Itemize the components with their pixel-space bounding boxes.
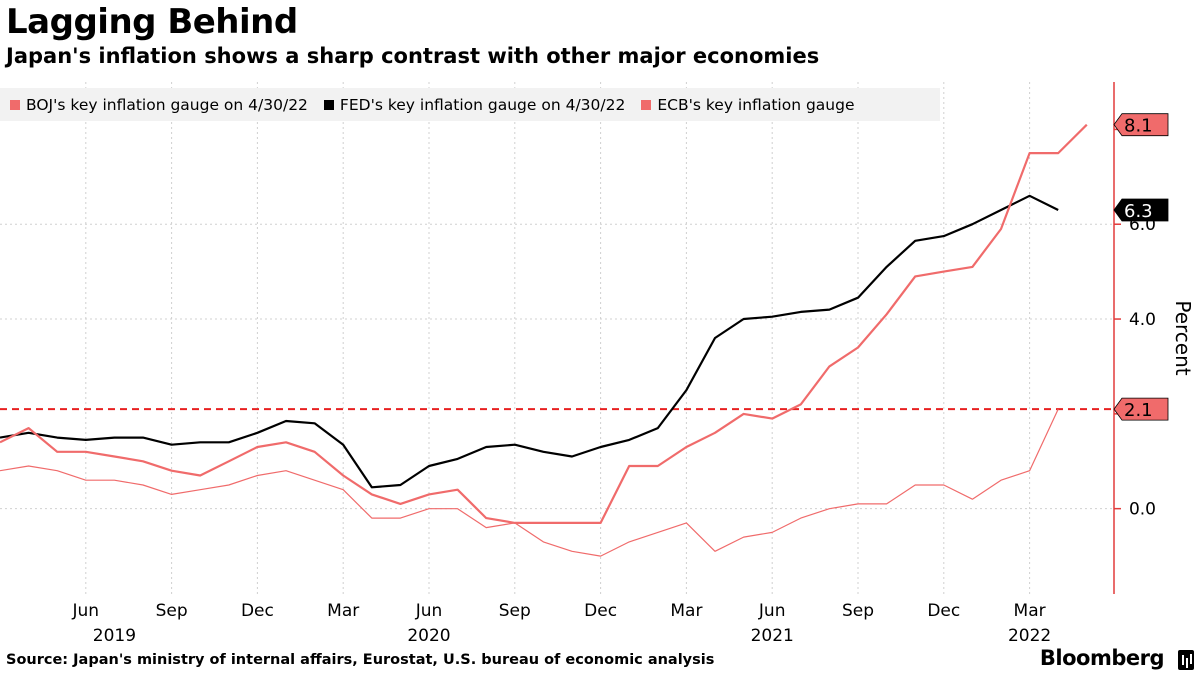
legend-label-ecb: ECB's key inflation gauge [657,95,855,114]
x-year-label: 2020 [407,626,450,646]
ecb-end-label-box [1113,113,1169,137]
legend-item-fed: FED's key inflation gauge on 4/30/22 [323,95,626,114]
legend-swatch-fed [323,99,334,110]
legend-item-ecb: ECB's key inflation gauge [641,96,854,114]
chart-title: Lagging Behind [6,2,298,42]
x-tick-label: Mar [327,601,359,621]
ecb-end-label-text: 8.1 [1124,116,1153,137]
y-tick-label: 0.0 [1129,500,1156,520]
x-year-label: 2019 [93,626,136,646]
x-tick-label: Mar [670,601,702,621]
legend-swatch-ecb [641,99,652,110]
x-year-label: 2022 [1008,626,1051,646]
x-tick-label: Sep [156,601,188,621]
x-tick-label: Sep [499,601,531,621]
fed-end-label: 6.3 [1113,198,1169,222]
chart-subtitle: Japan's inflation shows a sharp contrast… [6,44,820,68]
legend-label-boj: BOJ's key inflation gauge on 4/30/22 [26,95,308,114]
ecb-series-line [0,123,1088,524]
y-tick-label: 4.0 [1129,310,1156,330]
bloomberg-terminal-icon [1178,650,1194,670]
x-tick-label: Jun [415,601,443,621]
boj-end-label-text: 2.1 [1124,400,1153,421]
source-note: Source: Japan's ministry of internal aff… [6,652,715,668]
x-year-label: 2021 [751,626,794,646]
legend-item-boj: BOJ's key inflation gauge on 4/30/22 [10,96,308,114]
x-tick-label: Mar [1014,601,1046,621]
x-tick-label: Dec [927,601,960,621]
x-tick-label: Jun [72,601,100,621]
fed-series-line [0,194,1059,489]
x-tick-label: Dec [241,601,274,621]
boj-series-line [0,408,1059,557]
fed-end-label-text: 6.3 [1124,201,1153,222]
brand-logo: Bloomberg [1039,646,1165,670]
x-tick-label: Jun [758,601,786,621]
chart-legend: BOJ's key inflation gauge on 4/30/22 FED… [0,88,940,121]
fed-end-label-box [1113,198,1169,222]
x-tick-label: Dec [584,601,617,621]
y-axis-title: Percent [1171,300,1195,375]
legend-label-fed: FED's key inflation gauge on 4/30/22 [339,95,626,114]
x-tick-label: Sep [842,601,874,621]
boj-end-label-box [1113,397,1169,421]
legend-swatch-boj [10,99,20,110]
boj-end-label: 2.1 [1113,397,1169,421]
ecb-end-label: 8.1 [1113,113,1169,137]
